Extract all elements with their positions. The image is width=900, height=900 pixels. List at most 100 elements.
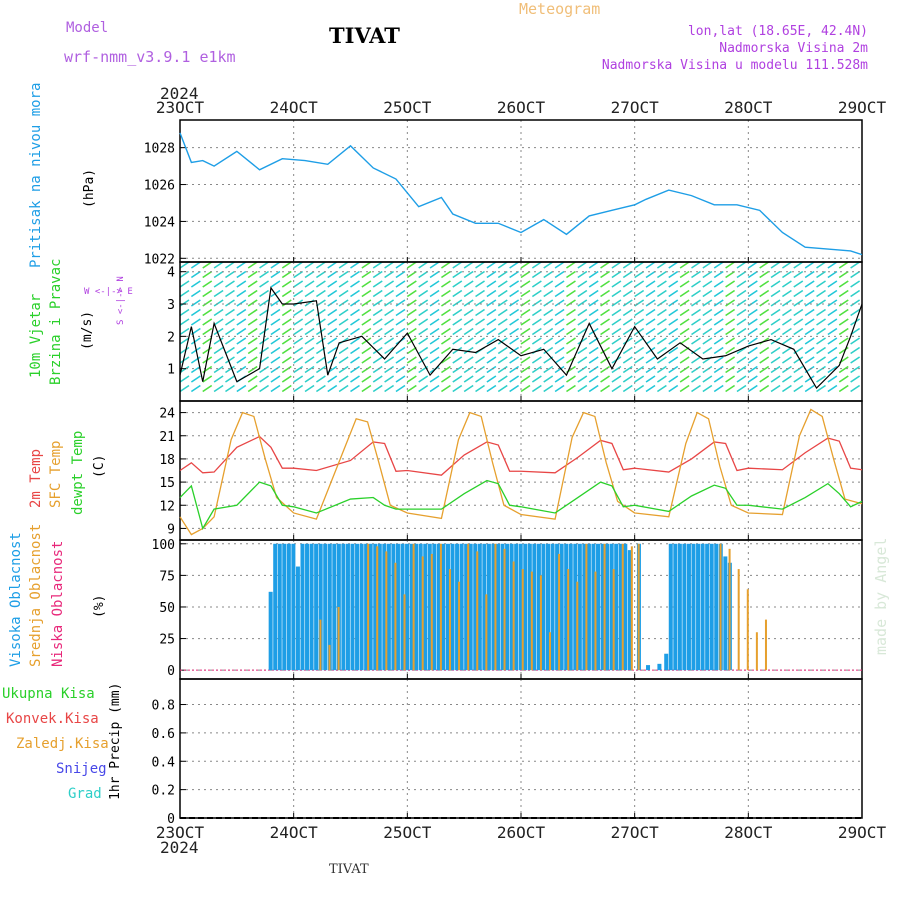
wind-barb — [838, 280, 849, 288]
cloud-mid-bar — [367, 543, 370, 671]
wind-barb — [679, 299, 690, 307]
wind-barb — [440, 270, 451, 279]
wind-barb — [759, 346, 770, 355]
wind-barb — [804, 280, 815, 288]
wind-barb — [725, 365, 736, 374]
wind-barb — [577, 337, 588, 345]
wind-barb — [372, 299, 383, 307]
wind-barb — [781, 356, 792, 364]
wind-barb — [372, 289, 383, 298]
wind-barb — [611, 337, 622, 345]
x-tick-label-bottom: 24OCT — [270, 823, 319, 842]
wind-barb — [736, 384, 747, 393]
wind-barb — [520, 270, 531, 279]
wind-barb — [304, 384, 315, 393]
wind-barb — [281, 318, 292, 326]
wind-barb — [475, 375, 485, 383]
wind-barb — [736, 365, 747, 374]
wind-barb — [520, 280, 531, 288]
wind-barb — [327, 356, 338, 364]
wind-barb — [361, 270, 372, 279]
wind-barb — [406, 308, 417, 317]
cloud-mid-bar — [539, 575, 542, 671]
panel-frame — [179, 261, 863, 402]
wind-barb — [747, 308, 758, 317]
wind-barb — [429, 318, 440, 326]
wind-barb — [543, 327, 554, 336]
wind-barb — [634, 365, 645, 374]
wind-barb — [384, 346, 395, 355]
wind-barb — [293, 384, 304, 393]
wind-barb — [577, 318, 588, 326]
wind-barb — [554, 384, 565, 393]
wind-barb — [236, 384, 247, 393]
wind-barb — [611, 384, 622, 393]
wind-barb — [497, 327, 508, 336]
wind-barb — [793, 261, 804, 269]
wind-barb — [372, 365, 383, 374]
wind-barb — [350, 308, 360, 317]
wind-barb — [531, 337, 542, 345]
wind-barb — [804, 261, 815, 269]
wind-barb — [440, 299, 451, 307]
wind-barb — [759, 356, 770, 364]
wind-barb — [804, 337, 815, 345]
wind-barb — [770, 365, 781, 374]
wind-barb — [452, 375, 463, 383]
wind-barb — [440, 337, 451, 345]
wind-barb — [838, 337, 849, 345]
temp-sfc-line — [179, 408, 863, 536]
precip-legend-4: Snijeg — [56, 761, 107, 777]
x-tick-label-bottom: 27OCT — [611, 823, 660, 842]
cloud-high-bar — [495, 543, 500, 671]
wind-barb — [645, 356, 656, 364]
station-footer: TIVAT — [329, 862, 369, 877]
wind-barb — [452, 318, 463, 326]
wind-barb — [270, 384, 281, 393]
wind-barb — [236, 327, 247, 336]
wind-barb — [816, 375, 826, 383]
cloud-high-bar — [577, 543, 582, 671]
wind-barb — [645, 327, 656, 336]
wind-compass-ns: S <-|-> N — [116, 276, 126, 325]
wind-barb — [395, 261, 406, 269]
wind-barb — [259, 346, 270, 355]
wind-barb — [440, 280, 451, 288]
wind-barb — [270, 375, 281, 383]
cloud-high-bar — [705, 543, 710, 671]
wind-barb — [372, 356, 383, 364]
wind-barb — [509, 308, 520, 317]
wind-barb — [668, 289, 679, 298]
wind-barb — [668, 261, 679, 269]
wind-barb — [611, 299, 622, 307]
wind-barb — [270, 356, 281, 364]
wind-barb — [429, 356, 440, 364]
wind-barb — [429, 384, 440, 393]
cloud-high-bar — [291, 543, 296, 671]
wind-barb — [429, 261, 440, 269]
wind-barb — [225, 337, 235, 345]
wind-barb — [759, 289, 770, 298]
wind-barb — [747, 280, 758, 288]
cloud-high-bar — [514, 543, 519, 671]
wind-barb — [577, 384, 588, 393]
wind-barb — [293, 261, 304, 269]
wind-barb — [281, 356, 292, 364]
wind-barb — [509, 375, 520, 383]
wind-barb — [816, 346, 826, 355]
x-tick-label-bottom: 29OCT — [838, 823, 887, 842]
wind-barb — [315, 318, 326, 326]
cloud-high-bar — [618, 543, 623, 671]
wind-barb — [213, 375, 224, 383]
cloud-high-bar — [441, 543, 446, 671]
wind-barb — [531, 308, 542, 317]
temp-label-1: 2m Temp — [28, 448, 44, 508]
wind-barb — [270, 280, 281, 288]
wind-barb — [691, 375, 701, 383]
wind-barb — [384, 270, 395, 279]
cloud-high-bar — [564, 543, 569, 671]
wind-barb — [384, 337, 395, 345]
wind-barb — [338, 356, 349, 364]
wind-barb — [315, 261, 326, 269]
wind-barb — [418, 384, 429, 393]
